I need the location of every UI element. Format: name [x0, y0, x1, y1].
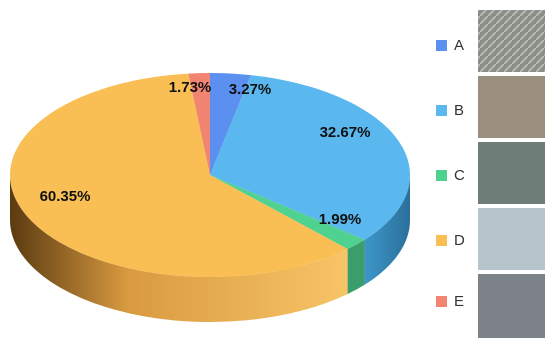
pie-slice [210, 73, 251, 175]
data-label: 1.99% [319, 211, 362, 228]
legend-label: B [454, 102, 464, 119]
legend-swatch [436, 170, 447, 181]
legend-swatch [436, 235, 447, 246]
data-label: 32.67% [320, 124, 371, 141]
legend-label: D [454, 232, 465, 249]
data-label: 3.27% [229, 81, 272, 98]
pie-side [10, 175, 348, 323]
pie-slice [188, 73, 210, 175]
legend-swatch [436, 40, 447, 51]
legend-swatch [436, 296, 447, 307]
pie-side [347, 239, 365, 295]
photos [478, 10, 545, 338]
data-label: 1.73% [169, 79, 212, 96]
pie-slice [210, 75, 410, 240]
photo [478, 208, 545, 270]
pie-slice [210, 175, 365, 250]
pie-slice [9, 73, 348, 278]
legend-label: E [454, 293, 464, 310]
legend-label: C [454, 167, 465, 184]
data-label: 60.35% [40, 188, 91, 205]
legend-label: A [454, 37, 464, 54]
legend-swatch [436, 105, 447, 116]
photo [478, 76, 545, 138]
photo [478, 10, 545, 72]
photo [478, 142, 545, 204]
photo [478, 274, 545, 338]
pie-side [364, 175, 410, 285]
